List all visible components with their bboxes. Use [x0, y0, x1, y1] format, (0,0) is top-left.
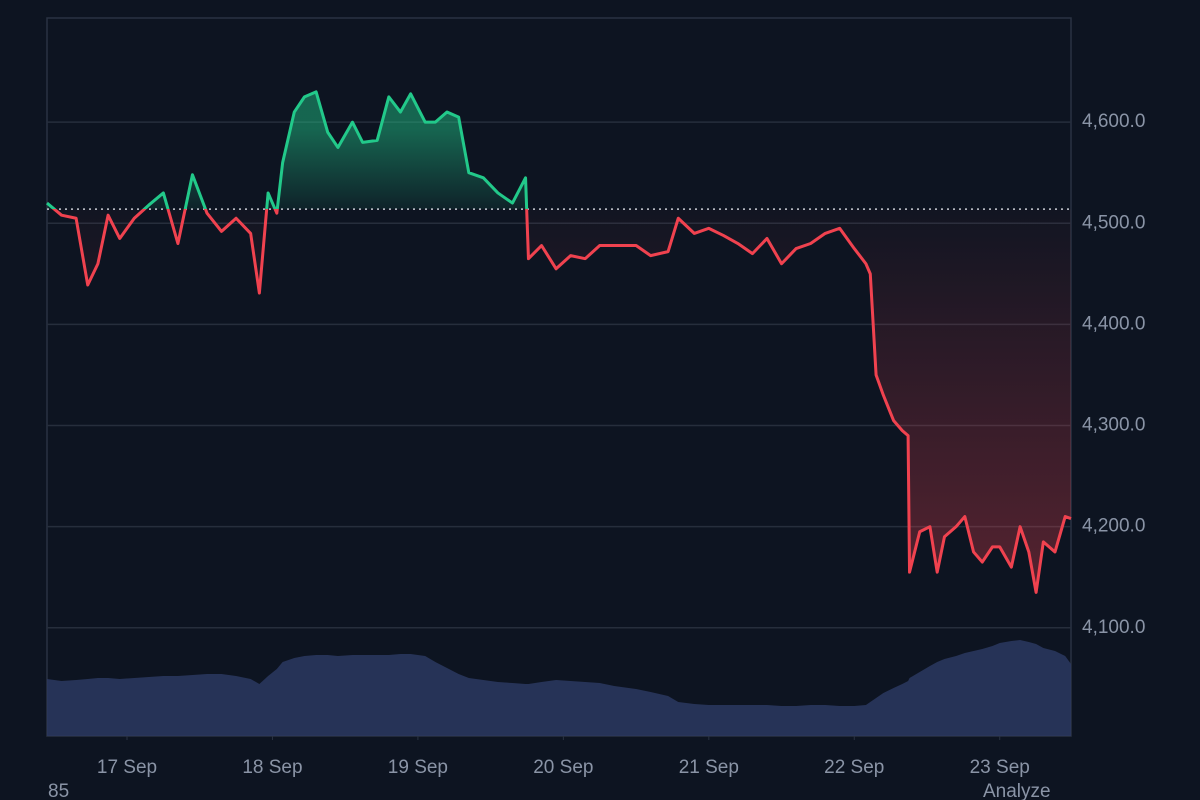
volume-area	[47, 640, 1071, 736]
x-tick-label: 19 Sep	[388, 757, 448, 778]
footer-right: Analyze	[983, 781, 1051, 800]
x-tick-label: 18 Sep	[242, 757, 302, 778]
x-tick-label: 22 Sep	[824, 757, 884, 778]
y-tick-label: 4,500.0	[1082, 212, 1145, 233]
x-tick-label: 23 Sep	[970, 757, 1030, 778]
y-tick-label: 4,400.0	[1082, 313, 1145, 334]
x-tick-label: 20 Sep	[533, 757, 593, 778]
price-line	[46, 90, 1072, 594]
y-tick-label: 4,100.0	[1082, 617, 1145, 638]
baseline-area	[47, 91, 1071, 593]
y-tick-label: 4,200.0	[1082, 516, 1145, 537]
x-tick-label: 21 Sep	[679, 757, 739, 778]
y-tick-label: 4,600.0	[1082, 111, 1145, 132]
footer-left: 85	[48, 781, 69, 800]
y-tick-label: 4,300.0	[1082, 415, 1145, 436]
x-tick-label: 17 Sep	[97, 757, 157, 778]
